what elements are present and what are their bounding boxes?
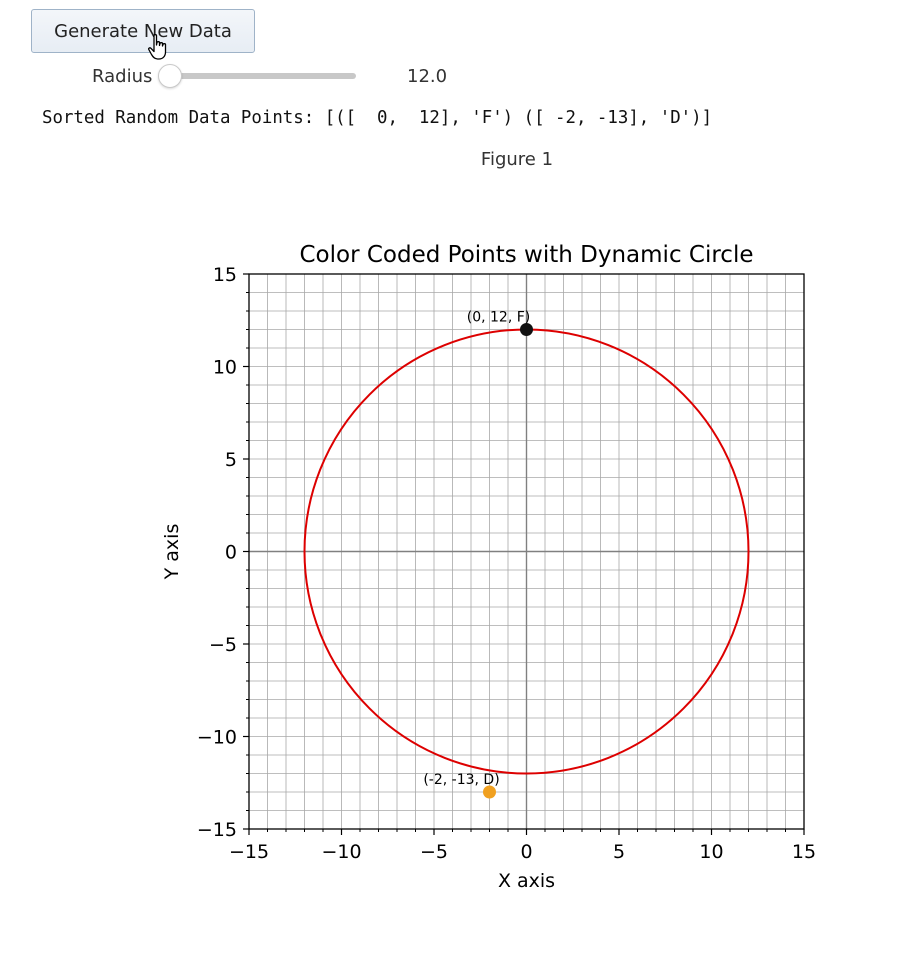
y-tick-label: −15 bbox=[197, 819, 237, 841]
x-tick-label: −5 bbox=[420, 841, 448, 863]
x-tick-label: 0 bbox=[520, 841, 532, 863]
x-tick-label: 15 bbox=[792, 841, 816, 863]
y-tick-label: −5 bbox=[209, 634, 237, 656]
x-axis-label: X axis bbox=[498, 870, 555, 892]
data-point bbox=[483, 785, 496, 799]
radius-slider-value: 12.0 bbox=[407, 66, 448, 87]
y-tick-label: 15 bbox=[213, 264, 237, 286]
y-tick-label: −10 bbox=[197, 727, 237, 749]
figure-label: Figure 1 bbox=[480, 149, 554, 170]
y-tick-label: 0 bbox=[225, 542, 237, 564]
data-point bbox=[520, 323, 533, 336]
point-annotation: (0, 12, F) bbox=[467, 310, 531, 326]
x-tick-label: 5 bbox=[613, 841, 625, 863]
y-tick-label: 10 bbox=[213, 357, 237, 379]
y-axis-label: Y axis bbox=[161, 524, 183, 581]
radius-slider-thumb[interactable] bbox=[158, 64, 182, 88]
generate-new-data-button[interactable]: Generate New Data bbox=[31, 9, 255, 53]
point-annotation: (-2, -13, D) bbox=[423, 772, 499, 788]
sorted-data-points-output: Sorted Random Data Points: [([ 0, 12], '… bbox=[42, 108, 713, 128]
x-tick-label: −15 bbox=[229, 841, 269, 863]
radius-slider-track[interactable] bbox=[170, 73, 356, 79]
x-tick-label: −10 bbox=[321, 841, 361, 863]
y-tick-label: 5 bbox=[225, 449, 237, 471]
x-tick-label: 10 bbox=[699, 841, 723, 863]
chart-title: Color Coded Points with Dynamic Circle bbox=[300, 242, 754, 268]
radius-slider-label: Radius bbox=[92, 66, 153, 87]
